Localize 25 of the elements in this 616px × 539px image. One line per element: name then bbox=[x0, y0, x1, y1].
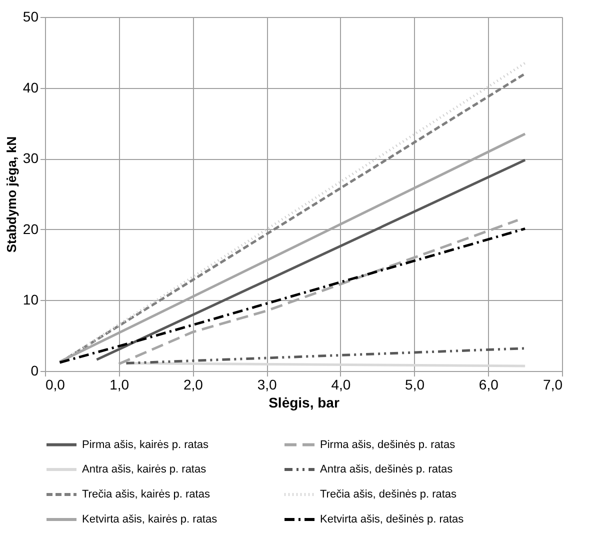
legend-label: Pirma ašis, kairės p. ratas bbox=[82, 438, 210, 451]
legend-label: Ketvirta ašis, kairės p. ratas bbox=[82, 514, 218, 526]
x-tick-label: 0,0 bbox=[46, 376, 66, 392]
x-tick-label: 3,0 bbox=[257, 376, 278, 392]
y-tick-label: 50 bbox=[22, 8, 39, 24]
x-tick-label: 7,0 bbox=[543, 376, 563, 392]
x-tick-label: 5,0 bbox=[405, 376, 425, 392]
x-tick-label: 1,0 bbox=[110, 376, 130, 392]
y-axis-title: Stabdymo jėga, kN bbox=[4, 136, 19, 253]
legend-label: Trečia ašis, kairės p. ratas bbox=[82, 488, 210, 500]
line-series bbox=[58, 227, 526, 364]
x-tick-label: 6,0 bbox=[478, 376, 499, 392]
x-axis-title: Slėgis, bar bbox=[268, 394, 340, 410]
legend-label: Trečia ašis, dešinės p. ratas bbox=[320, 488, 458, 500]
x-tick-label: 2,0 bbox=[183, 376, 204, 392]
y-tick-label: 40 bbox=[22, 79, 39, 96]
y-tick-label: 0 bbox=[30, 362, 39, 378]
legend-label: Antra ašis, kairės p. ratas bbox=[82, 464, 207, 476]
legend-label: Antra ašis, dešinės p. ratas bbox=[320, 464, 454, 476]
y-tick-label: 20 bbox=[22, 220, 39, 237]
x-tick-label: 4,0 bbox=[331, 376, 351, 392]
y-tick-label: 10 bbox=[22, 292, 39, 308]
y-tick-label: 30 bbox=[22, 150, 39, 166]
legend-label: Ketvirta ašis, dešinės p. ratas bbox=[320, 514, 464, 526]
legend-label: Pirma ašis, dešinės p. ratas bbox=[320, 438, 456, 451]
